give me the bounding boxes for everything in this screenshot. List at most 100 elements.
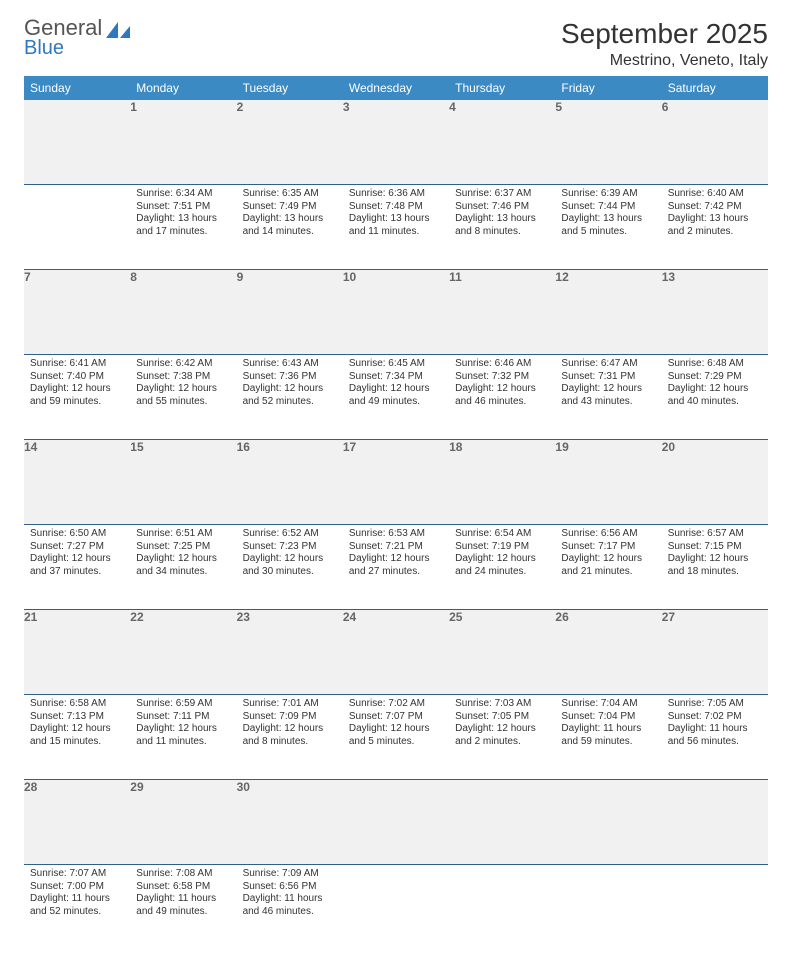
day-cell: Sunrise: 6:45 AMSunset: 7:34 PMDaylight:… [343, 355, 449, 440]
weekday-header: Saturday [662, 76, 768, 100]
day-cell [662, 865, 768, 950]
sunset-line: Sunset: 7:48 PM [349, 201, 443, 214]
day-number-cell: 18 [449, 440, 555, 525]
daylight-line: Daylight: 12 hours and 52 minutes. [243, 383, 337, 408]
day-cell: Sunrise: 6:48 AMSunset: 7:29 PMDaylight:… [662, 355, 768, 440]
daylight-line: Daylight: 12 hours and 30 minutes. [243, 553, 337, 578]
day-cell: Sunrise: 7:02 AMSunset: 7:07 PMDaylight:… [343, 695, 449, 780]
day-number-cell: 19 [555, 440, 661, 525]
day-number-cell: 8 [130, 270, 236, 355]
day-cell [449, 865, 555, 950]
day-number-cell: 21 [24, 610, 130, 695]
sunrise-line: Sunrise: 6:50 AM [30, 528, 124, 541]
day-body-row: Sunrise: 6:58 AMSunset: 7:13 PMDaylight:… [24, 695, 768, 780]
daylight-line: Daylight: 13 hours and 14 minutes. [243, 213, 337, 238]
day-number-cell: 25 [449, 610, 555, 695]
day-details: Sunrise: 6:41 AMSunset: 7:40 PMDaylight:… [24, 355, 130, 414]
day-details: Sunrise: 7:07 AMSunset: 7:00 PMDaylight:… [24, 865, 130, 924]
day-cell: Sunrise: 6:52 AMSunset: 7:23 PMDaylight:… [237, 525, 343, 610]
sunset-line: Sunset: 7:02 PM [668, 711, 762, 724]
sunset-line: Sunset: 7:04 PM [561, 711, 655, 724]
daylight-line: Daylight: 13 hours and 5 minutes. [561, 213, 655, 238]
sunset-line: Sunset: 7:19 PM [455, 541, 549, 554]
weekday-header: Sunday [24, 76, 130, 100]
day-cell [24, 185, 130, 270]
day-cell: Sunrise: 6:57 AMSunset: 7:15 PMDaylight:… [662, 525, 768, 610]
day-details: Sunrise: 6:52 AMSunset: 7:23 PMDaylight:… [237, 525, 343, 584]
sunset-line: Sunset: 7:13 PM [30, 711, 124, 724]
day-cell [555, 865, 661, 950]
sunset-line: Sunset: 7:15 PM [668, 541, 762, 554]
sunset-line: Sunset: 7:31 PM [561, 371, 655, 384]
day-cell: Sunrise: 6:36 AMSunset: 7:48 PMDaylight:… [343, 185, 449, 270]
day-number-cell: 15 [130, 440, 236, 525]
day-details: Sunrise: 7:03 AMSunset: 7:05 PMDaylight:… [449, 695, 555, 754]
day-details: Sunrise: 6:47 AMSunset: 7:31 PMDaylight:… [555, 355, 661, 414]
day-number-cell: 22 [130, 610, 236, 695]
day-number-cell [343, 780, 449, 865]
day-details: Sunrise: 6:56 AMSunset: 7:17 PMDaylight:… [555, 525, 661, 584]
day-cell: Sunrise: 7:03 AMSunset: 7:05 PMDaylight:… [449, 695, 555, 780]
day-number-cell: 24 [343, 610, 449, 695]
daylight-line: Daylight: 12 hours and 59 minutes. [30, 383, 124, 408]
day-number-cell: 14 [24, 440, 130, 525]
day-number-row: 282930 [24, 780, 768, 865]
sunrise-line: Sunrise: 7:04 AM [561, 698, 655, 711]
weekday-header: Monday [130, 76, 236, 100]
day-details: Sunrise: 6:58 AMSunset: 7:13 PMDaylight:… [24, 695, 130, 754]
day-details: Sunrise: 6:59 AMSunset: 7:11 PMDaylight:… [130, 695, 236, 754]
sunrise-line: Sunrise: 6:54 AM [455, 528, 549, 541]
daylight-line: Daylight: 12 hours and 15 minutes. [30, 723, 124, 748]
day-cell: Sunrise: 6:50 AMSunset: 7:27 PMDaylight:… [24, 525, 130, 610]
day-cell: Sunrise: 7:07 AMSunset: 7:00 PMDaylight:… [24, 865, 130, 950]
sunrise-line: Sunrise: 6:57 AM [668, 528, 762, 541]
day-number-cell: 13 [662, 270, 768, 355]
day-number-cell: 10 [343, 270, 449, 355]
sunset-line: Sunset: 7:49 PM [243, 201, 337, 214]
day-number-cell: 20 [662, 440, 768, 525]
sunrise-line: Sunrise: 7:09 AM [243, 868, 337, 881]
weekday-header-row: Sunday Monday Tuesday Wednesday Thursday… [24, 76, 768, 100]
day-cell: Sunrise: 7:04 AMSunset: 7:04 PMDaylight:… [555, 695, 661, 780]
sunrise-line: Sunrise: 6:35 AM [243, 188, 337, 201]
day-cell: Sunrise: 7:01 AMSunset: 7:09 PMDaylight:… [237, 695, 343, 780]
daylight-line: Daylight: 12 hours and 40 minutes. [668, 383, 762, 408]
sunrise-line: Sunrise: 7:07 AM [30, 868, 124, 881]
sunset-line: Sunset: 7:05 PM [455, 711, 549, 724]
daylight-line: Daylight: 12 hours and 8 minutes. [243, 723, 337, 748]
day-number-cell [662, 780, 768, 865]
day-number-cell: 5 [555, 100, 661, 185]
sunset-line: Sunset: 7:42 PM [668, 201, 762, 214]
sunset-line: Sunset: 6:58 PM [136, 881, 230, 894]
daylight-line: Daylight: 12 hours and 27 minutes. [349, 553, 443, 578]
sunrise-line: Sunrise: 6:34 AM [136, 188, 230, 201]
day-cell: Sunrise: 6:42 AMSunset: 7:38 PMDaylight:… [130, 355, 236, 440]
location-subtitle: Mestrino, Veneto, Italy [561, 52, 768, 70]
month-title: September 2025 [561, 18, 768, 50]
day-details: Sunrise: 6:50 AMSunset: 7:27 PMDaylight:… [24, 525, 130, 584]
day-number-cell: 16 [237, 440, 343, 525]
day-cell: Sunrise: 6:47 AMSunset: 7:31 PMDaylight:… [555, 355, 661, 440]
day-cell: Sunrise: 6:58 AMSunset: 7:13 PMDaylight:… [24, 695, 130, 780]
daylight-line: Daylight: 11 hours and 49 minutes. [136, 893, 230, 918]
sunrise-line: Sunrise: 6:40 AM [668, 188, 762, 201]
sunrise-line: Sunrise: 6:45 AM [349, 358, 443, 371]
sunrise-line: Sunrise: 6:46 AM [455, 358, 549, 371]
day-cell: Sunrise: 6:39 AMSunset: 7:44 PMDaylight:… [555, 185, 661, 270]
weekday-header: Wednesday [343, 76, 449, 100]
day-body-row: Sunrise: 6:34 AMSunset: 7:51 PMDaylight:… [24, 185, 768, 270]
day-number-row: 123456 [24, 100, 768, 185]
day-details: Sunrise: 6:35 AMSunset: 7:49 PMDaylight:… [237, 185, 343, 244]
day-details: Sunrise: 6:36 AMSunset: 7:48 PMDaylight:… [343, 185, 449, 244]
daylight-line: Daylight: 12 hours and 24 minutes. [455, 553, 549, 578]
sunrise-line: Sunrise: 6:52 AM [243, 528, 337, 541]
sunrise-line: Sunrise: 6:53 AM [349, 528, 443, 541]
day-details: Sunrise: 6:46 AMSunset: 7:32 PMDaylight:… [449, 355, 555, 414]
sunrise-line: Sunrise: 6:41 AM [30, 358, 124, 371]
day-cell [343, 865, 449, 950]
sunrise-line: Sunrise: 6:43 AM [243, 358, 337, 371]
daylight-line: Daylight: 11 hours and 56 minutes. [668, 723, 762, 748]
day-cell: Sunrise: 7:08 AMSunset: 6:58 PMDaylight:… [130, 865, 236, 950]
daylight-line: Daylight: 12 hours and 49 minutes. [349, 383, 443, 408]
day-number-cell: 26 [555, 610, 661, 695]
